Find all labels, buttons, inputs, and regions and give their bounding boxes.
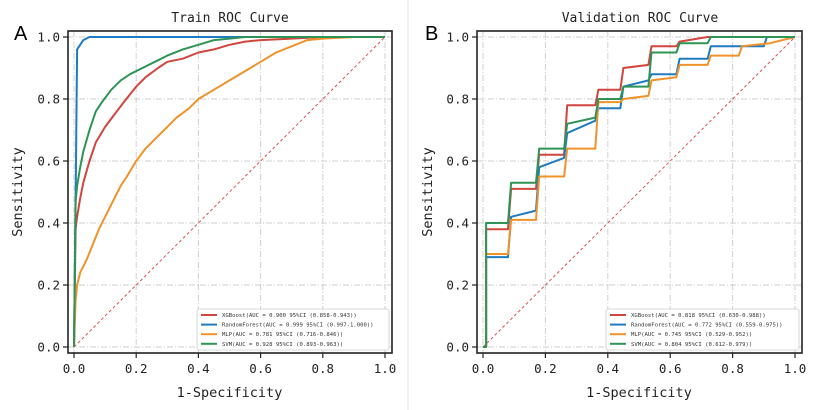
legend-entry: XGBoost(AUC = 0.818 95%CI (0.630-0.988)) [631,313,766,319]
legend-entry: XGBoost(AUC = 0.900 95%CI (0.858-0.943)) [222,313,357,319]
y-tick-label: 0.6 [446,154,469,169]
roc-curve-xgboost [483,36,795,348]
chart-title: Train ROC Curve [171,11,289,26]
y-tick-label: 0.0 [446,340,469,355]
legend-entry: RandomForest(AUC = 0.999 95%CI (0.997-1.… [222,323,374,329]
legend-box [605,308,800,351]
legend-entry: MLP(AUC = 0.745 95%CI (0.529-0.952)) [631,332,752,338]
legend-entry: SVM(AUC = 0.804 95%CI (0.612-0.979)) [631,342,752,348]
x-axis-label: 1-Specificity [586,385,692,401]
roc-curve-randomforest [483,36,795,348]
legend-entry: MLP(AUC = 0.781 95%CI (0.716-0.846)) [222,332,343,338]
chance-diagonal-line [482,36,796,348]
roc-curve-mlp [483,36,796,348]
x-tick-label: 0.8 [312,361,335,376]
x-tick-label: 0.6 [659,361,682,376]
chart-title: Validation ROC Curve [562,11,719,26]
roc-curve-xgboost [73,36,385,348]
y-tick-label: 0.8 [446,92,469,107]
y-axis-label: Sensitivity [10,147,26,236]
x-tick-label: 1.0 [784,361,807,376]
validation-roc-panel: B Validation ROC Curve 0.0 0.2 0.4 0.6 0.8 1.0 0… [420,11,806,401]
x-tick-label: 0.2 [534,361,557,376]
x-tick-label: 0.4 [597,361,620,376]
legend: XGBoost(AUC = 0.900 95%CI (0.858-0.943))… [196,308,390,351]
legend: XGBoost(AUC = 0.818 95%CI (0.630-0.988))… [605,308,800,351]
x-axis-label: 1-Specificity [177,385,283,401]
y-tick-label: 0.4 [37,216,60,231]
y-tick-label: 0.6 [37,154,60,169]
chance-diagonal-line [73,36,386,348]
panel-label: A [14,23,28,45]
x-tick-label: 0.0 [63,361,86,376]
x-tick-label: 0.4 [187,361,210,376]
legend-entry: SVM(AUC = 0.928 95%CI (0.893-0.963)) [222,342,343,348]
y-tick-label: 0.4 [446,216,469,231]
y-tick-label: 0.2 [37,278,60,293]
legend-entry: RandomForest(AUC = 0.772 95%CI (0.559-0.… [631,323,783,329]
y-tick-label: 0.2 [446,278,469,293]
x-tick-label: 0.0 [472,361,495,376]
roc-curve-randomforest [73,36,385,348]
y-tick-label: 1.0 [37,30,60,45]
roc-curve-mlp [73,36,385,348]
x-tick-label: 0.6 [249,361,272,376]
y-axis-label: Sensitivity [420,147,436,236]
x-tick-label: 0.8 [721,361,744,376]
panel-label: B [425,23,438,45]
roc-curve-svm [73,36,385,348]
axes-frame [67,30,393,354]
y-tick-label: 0.8 [37,92,60,107]
y-tick-label: 1.0 [446,30,469,45]
train-roc-panel: A Train ROC Curve 0.0 0.2 0.4 0.6 0.8 1.0 0.0 0.2… [10,11,396,401]
y-tick-label: 0.0 [37,340,60,355]
x-tick-label: 0.2 [125,361,148,376]
roc-curve-svm [483,36,795,348]
legend-box [196,308,390,351]
x-tick-label: 1.0 [374,361,397,376]
axes-frame [476,30,803,354]
